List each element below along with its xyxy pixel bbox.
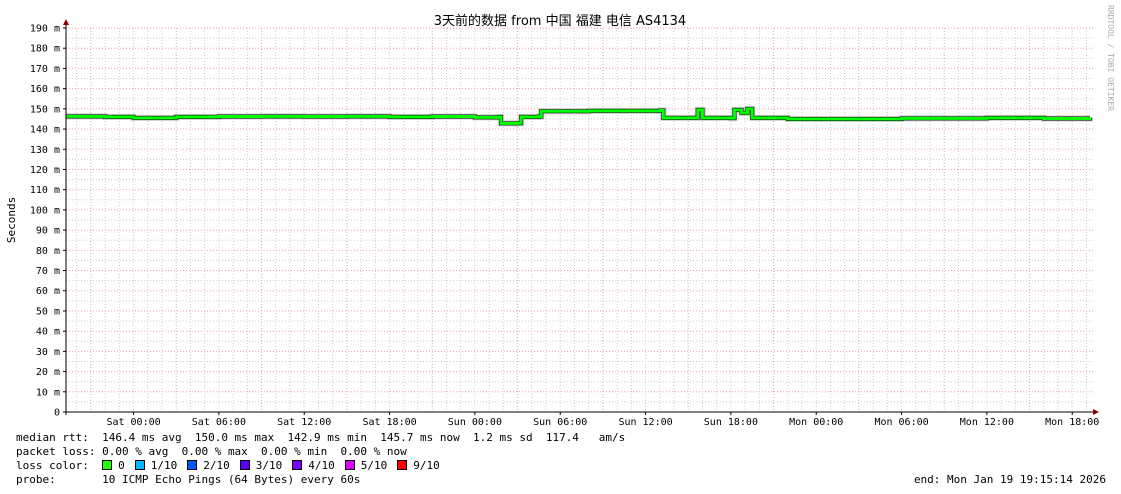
x-tick-label: Sun 12:00 xyxy=(618,417,672,428)
x-tick-label: Sat 06:00 xyxy=(192,417,246,428)
legend-loss-colors: loss color: 0 1/10 2/10 3/10 4/10 5/10 9/10 xyxy=(16,459,450,473)
x-axis-arrow xyxy=(1093,409,1099,415)
y-tick-label: 170 m xyxy=(30,64,60,75)
legend-probe: probe: 10 ICMP Echo Pings (64 Bytes) eve… xyxy=(16,473,1106,487)
loss-color-swatch xyxy=(187,460,198,470)
y-tick-label: 140 m xyxy=(30,125,60,136)
series-layer xyxy=(66,106,1092,126)
y-axis-arrow xyxy=(63,19,69,25)
loss-color-value: 5/10 xyxy=(360,459,388,472)
x-tick-label: Sat 12:00 xyxy=(277,417,331,428)
watermark: RRDTOOL / TOBI OETIKER xyxy=(1106,5,1115,111)
loss-color-value: 1/10 xyxy=(150,459,178,472)
loss-color-swatch xyxy=(239,460,250,470)
axes: 0 10 m 20 m 30 m 40 m 50 m 60 m 70 m 80 m 90 m 100… xyxy=(30,19,1099,428)
y-tick-label: 110 m xyxy=(30,185,60,196)
loss-color-item: 9/10 xyxy=(397,459,440,472)
probe-value: 10 ICMP Echo Pings (64 Bytes) every 60s xyxy=(102,473,361,486)
y-tick-label: 120 m xyxy=(30,165,60,176)
loss-color-item: 4/10 xyxy=(292,459,335,472)
loss-color-item: 3/10 xyxy=(239,459,283,472)
x-tick-label: Mon 12:00 xyxy=(960,417,1014,428)
median-label: median rtt: xyxy=(16,431,89,444)
loss-color-swatch xyxy=(102,460,113,470)
y-tick-label: 10 m xyxy=(36,387,60,398)
y-tick-label: 40 m xyxy=(36,327,60,338)
legend-loss: packet loss: 0.00 % avg 0.00 % max 0.00 … xyxy=(16,445,407,459)
y-tick-label: 100 m xyxy=(30,205,60,216)
probe-label: probe: xyxy=(16,473,56,486)
loss-color-value: 4/10 xyxy=(308,459,335,472)
y-tick-label: 160 m xyxy=(30,84,60,95)
loss-color-swatch xyxy=(134,460,145,470)
y-tick-label: 20 m xyxy=(36,367,60,378)
x-tick-label: Sat 18:00 xyxy=(362,417,416,428)
loss-color-item: 5/10 xyxy=(344,459,388,472)
loss-color-value: 9/10 xyxy=(413,459,440,472)
x-tick-label: Sun 06:00 xyxy=(533,417,587,428)
loss-color-item: 1/10 xyxy=(134,459,178,472)
median-values: 146.4 ms avg 150.0 ms max 142.9 ms min 1… xyxy=(102,431,626,444)
loss-color-value: 0 xyxy=(118,459,125,472)
y-tick-label: 60 m xyxy=(36,286,60,297)
x-tick-label: Sat 00:00 xyxy=(106,417,160,428)
y-tick-label: 80 m xyxy=(36,246,60,257)
loss-color-label: loss color: xyxy=(16,459,89,472)
loss-color-item: 2/10 xyxy=(187,459,230,472)
end-time: end: Mon Jan 19 19:15:14 2026 xyxy=(913,473,1106,486)
y-tick-label: 50 m xyxy=(36,306,60,317)
loss-color-value: 2/10 xyxy=(203,459,230,472)
x-tick-label: Mon 18:00 xyxy=(1045,417,1099,428)
x-tick-label: Sun 00:00 xyxy=(448,417,502,428)
loss-color-swatch xyxy=(292,460,303,470)
legend-median: median rtt: 146.4 ms avg 150.0 ms max 14… xyxy=(16,431,625,445)
grid xyxy=(66,27,1093,412)
loss-color-swatch xyxy=(344,460,355,470)
x-tick-label: Mon 00:00 xyxy=(789,417,843,428)
y-tick-label: 70 m xyxy=(36,266,60,277)
y-tick-label: 30 m xyxy=(36,347,60,358)
y-tick-label: 130 m xyxy=(30,145,60,156)
y-tick-label: 180 m xyxy=(30,44,60,55)
series-line xyxy=(66,107,1092,125)
loss-label: packet loss: xyxy=(16,445,96,458)
loss-color-swatch xyxy=(397,460,408,470)
y-tick-label: 150 m xyxy=(30,104,60,115)
y-axis-label: Seconds xyxy=(5,197,18,243)
chart-title: 3天前的数据 from 中国 福建 电信 AS4134 xyxy=(434,13,686,29)
x-tick-label: Sun 18:00 xyxy=(704,417,758,428)
loss-values: 0.00 % avg 0.00 % max 0.00 % min 0.00 % … xyxy=(102,445,407,458)
loss-color-item: 0 xyxy=(102,459,125,472)
loss-color-value: 3/10 xyxy=(255,459,283,472)
y-tick-label: 90 m xyxy=(36,226,60,237)
x-tick-label: Mon 06:00 xyxy=(874,417,928,428)
y-tick-label: 190 m xyxy=(30,24,60,35)
y-tick-label: 0 xyxy=(54,408,60,419)
